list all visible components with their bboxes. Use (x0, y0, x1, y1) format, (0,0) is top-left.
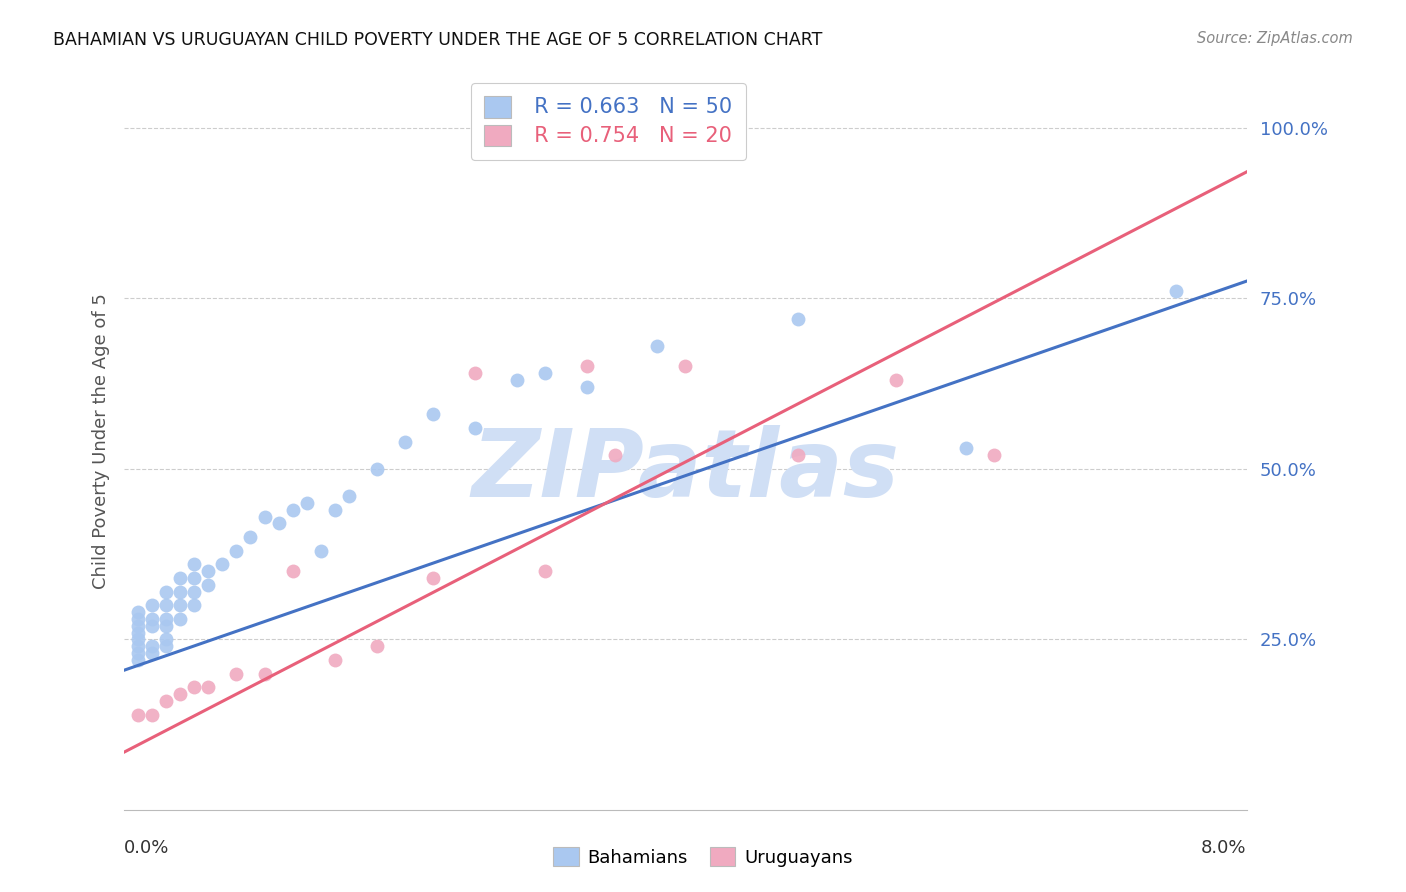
Point (422, 571, 444, 585)
Point (366, 640, 388, 654)
Point (281, 564, 304, 578)
Y-axis label: Child Poverty Under the Age of 5: Child Poverty Under the Age of 5 (93, 293, 110, 590)
Point (169, 687, 191, 701)
Point (127, 605, 149, 619)
Point (127, 625, 149, 640)
Point (394, 434, 416, 449)
Point (323, 653, 346, 667)
Point (267, 516, 290, 531)
Point (673, 359, 696, 374)
Point (183, 599, 205, 613)
Point (225, 543, 247, 558)
Point (183, 584, 205, 599)
Point (534, 564, 557, 578)
Point (239, 530, 262, 544)
Point (605, 448, 627, 462)
Point (155, 632, 177, 647)
Point (183, 558, 205, 572)
Point (506, 373, 529, 387)
Point (422, 407, 444, 421)
Point (155, 599, 177, 613)
Text: ZIPatlas: ZIPatlas (471, 425, 900, 517)
Point (141, 707, 163, 722)
Point (127, 640, 149, 654)
Point (169, 571, 191, 585)
Point (155, 584, 177, 599)
Legend:   R = 0.663   N = 50,   R = 0.754   N = 20: R = 0.663 N = 50, R = 0.754 N = 20 (471, 83, 747, 160)
Point (464, 366, 486, 380)
Point (253, 509, 276, 524)
Point (127, 653, 149, 667)
Point (127, 707, 149, 722)
Point (169, 612, 191, 626)
Point (1166, 285, 1188, 299)
Point (127, 632, 149, 647)
Text: Source: ZipAtlas.com: Source: ZipAtlas.com (1197, 31, 1353, 46)
Point (464, 421, 486, 435)
Point (197, 564, 219, 578)
Point (155, 612, 177, 626)
Point (955, 442, 977, 456)
Point (281, 503, 304, 517)
Point (295, 496, 318, 510)
Point (197, 680, 219, 694)
Point (141, 599, 163, 613)
Point (323, 503, 346, 517)
Point (983, 448, 1005, 462)
Point (141, 640, 163, 654)
Point (253, 666, 276, 681)
Point (141, 619, 163, 633)
Point (141, 646, 163, 660)
Point (576, 359, 599, 374)
Point (183, 571, 205, 585)
Point (786, 448, 808, 462)
Point (141, 612, 163, 626)
Point (155, 640, 177, 654)
Point (576, 380, 599, 394)
Point (183, 680, 205, 694)
Point (127, 646, 149, 660)
Text: 8.0%: 8.0% (1201, 838, 1247, 856)
Point (366, 462, 388, 476)
Point (309, 543, 332, 558)
Point (786, 311, 808, 326)
Point (127, 612, 149, 626)
Point (169, 584, 191, 599)
Legend: Bahamians, Uruguayans: Bahamians, Uruguayans (546, 840, 860, 874)
Point (155, 619, 177, 633)
Point (884, 373, 907, 387)
Point (211, 558, 233, 572)
Text: 0.0%: 0.0% (124, 838, 170, 856)
Point (169, 599, 191, 613)
Point (197, 578, 219, 592)
Point (337, 489, 360, 503)
Point (647, 339, 669, 353)
Point (155, 694, 177, 708)
Text: BAHAMIAN VS URUGUAYAN CHILD POVERTY UNDER THE AGE OF 5 CORRELATION CHART: BAHAMIAN VS URUGUAYAN CHILD POVERTY UNDE… (53, 31, 823, 49)
Point (534, 366, 557, 380)
Point (127, 619, 149, 633)
Point (225, 666, 247, 681)
